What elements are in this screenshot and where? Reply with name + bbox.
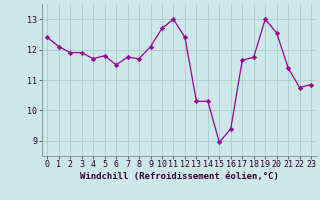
X-axis label: Windchill (Refroidissement éolien,°C): Windchill (Refroidissement éolien,°C) <box>80 172 279 181</box>
